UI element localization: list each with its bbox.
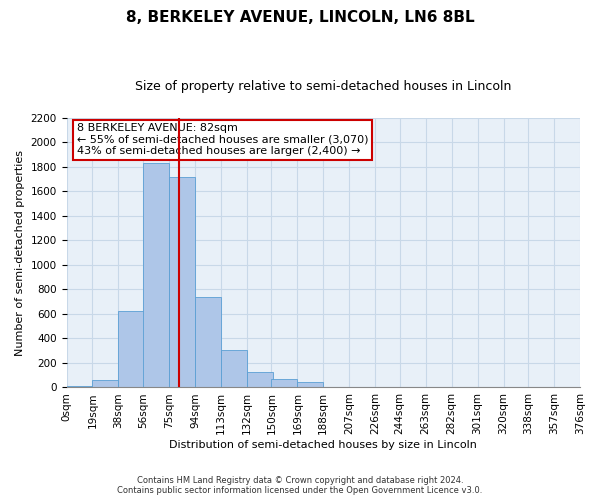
Bar	[271, 380, 298, 388]
Text: 8, BERKELEY AVENUE, LINCOLN, LN6 8BL: 8, BERKELEY AVENUE, LINCOLN, LN6 8BL	[125, 10, 475, 25]
X-axis label: Distribution of semi-detached houses by size in Lincoln: Distribution of semi-detached houses by …	[169, 440, 477, 450]
Bar	[195, 296, 221, 388]
Bar	[118, 312, 145, 388]
Bar	[323, 387, 349, 388]
Bar	[169, 176, 195, 388]
Bar	[298, 382, 323, 388]
Title: Size of property relative to semi-detached houses in Lincoln: Size of property relative to semi-detach…	[135, 80, 511, 93]
Text: Contains HM Land Registry data © Crown copyright and database right 2024.
Contai: Contains HM Land Registry data © Crown c…	[118, 476, 482, 495]
Bar	[143, 163, 169, 388]
Text: 8 BERKELEY AVENUE: 82sqm
← 55% of semi-detached houses are smaller (3,070)
43% o: 8 BERKELEY AVENUE: 82sqm ← 55% of semi-d…	[77, 123, 368, 156]
Bar	[221, 350, 247, 388]
Bar	[92, 380, 118, 388]
Bar	[247, 372, 273, 388]
Bar	[67, 386, 92, 388]
Y-axis label: Number of semi-detached properties: Number of semi-detached properties	[15, 150, 25, 356]
